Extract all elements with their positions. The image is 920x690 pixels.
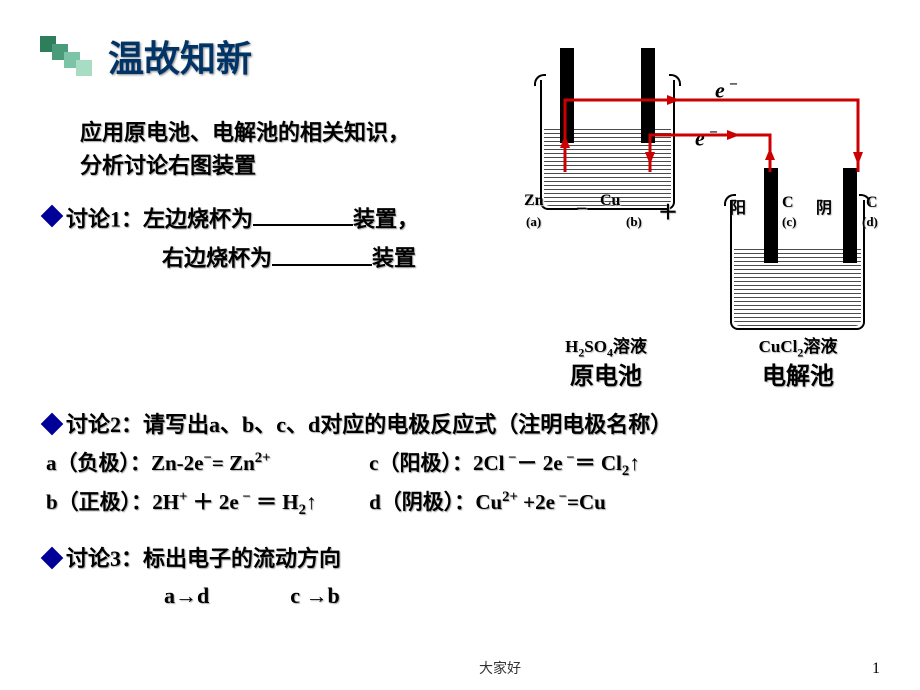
discussion-3: 讨论3：标出电子的流动方向 a→d c →b: [44, 542, 341, 612]
equation-b: b（正极）：2H+ ＋ 2e − ＝ H2↑: [46, 486, 349, 519]
footer-text: 大家好: [40, 658, 920, 678]
wire-svg: [540, 80, 880, 280]
discussion-2: 讨论2：请写出a、b、c、d对应的电极反应式（注明电极名称） a（负极）：Zn-…: [44, 408, 672, 519]
type-left: 原电池: [526, 356, 686, 391]
bullet-icon: [41, 547, 64, 570]
d1-prefix: 讨论1：左边烧杯为: [66, 206, 253, 231]
d3-ans1: a→d: [164, 583, 209, 608]
equation-d: d（阴极）：Cu2+ +2e −=Cu: [369, 486, 672, 519]
equation-c: c（阳极）：2Cl −－ 2e −＝ Cl2↑: [369, 447, 672, 480]
intro-text: 应用原电池、电解池的相关知识， 分析讨论右图装置: [80, 116, 410, 182]
blank-1: [253, 200, 353, 226]
d3-text: 讨论3：标出电子的流动方向: [66, 542, 341, 575]
d1-line2-prefix: 右边烧杯为: [162, 246, 272, 271]
label-a: (a): [526, 214, 541, 230]
blank-2: [272, 239, 372, 265]
circuit-diagram: e − e − Zn (a) Cu (b) − ＋ 阳 C (c) 阴 C (d…: [540, 80, 880, 390]
bullet-icon: [41, 413, 64, 436]
discussion-1: 讨论1：左边烧杯为 装置， 右边烧杯为 装置: [44, 200, 419, 275]
type-right: 电解池: [718, 356, 878, 391]
d1-suffix1: 装置，: [353, 206, 419, 231]
d3-answers: a→d c →b: [164, 579, 341, 612]
intro-line2: 分析讨论右图装置: [80, 149, 410, 182]
bullet-icon: [41, 205, 64, 228]
slide: 温故知新 应用原电池、电解池的相关知识， 分析讨论右图装置 讨论1：左边烧杯为装…: [0, 0, 920, 690]
page-title: 温故知新: [108, 30, 252, 82]
d3-ans2: c →b: [290, 583, 340, 608]
d1-line2: 右边烧杯为 装置: [162, 239, 419, 274]
d1-line1: 讨论1：左边烧杯为 装置，: [66, 200, 419, 235]
equation-a: a（负极）：Zn-2e−= Zn2+: [46, 447, 349, 480]
page-number: 1: [872, 660, 880, 678]
title-block: 温故知新: [40, 30, 880, 82]
intro-line1: 应用原电池、电解池的相关知识，: [80, 116, 410, 149]
d2-text: 讨论2：请写出a、b、c、d对应的电极反应式（注明电极名称）: [66, 408, 672, 441]
title-decoration: [40, 36, 100, 76]
d1-line2-suffix: 装置: [372, 246, 416, 271]
